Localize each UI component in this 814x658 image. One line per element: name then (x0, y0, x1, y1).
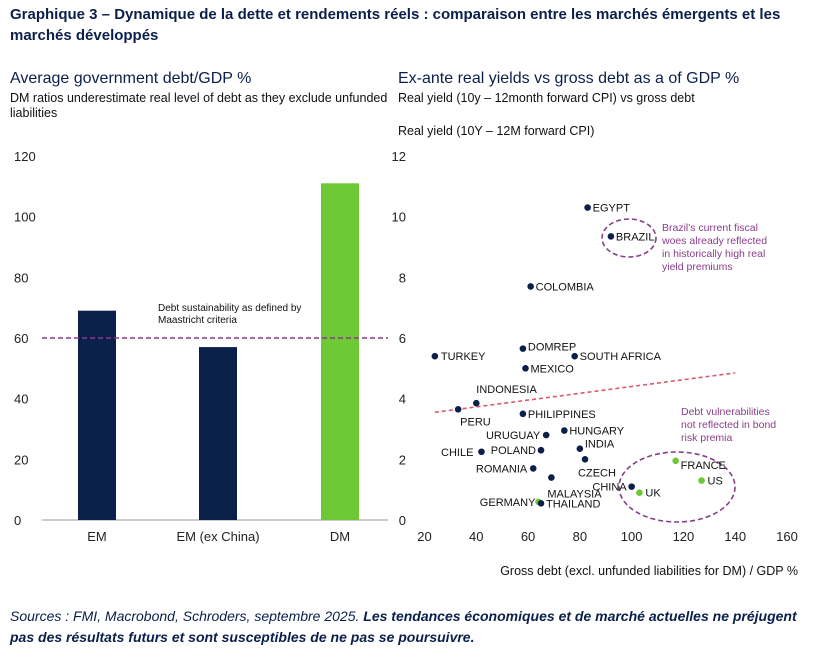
point-label-france: FRANCE (681, 460, 726, 472)
brazil-annotation-line: in historically high real (662, 248, 765, 260)
point-turkey (431, 352, 439, 360)
dm-annotation-line: not reflected in bond (681, 419, 776, 431)
point-chile (478, 448, 485, 456)
scatter-y-tick-label: 12 (392, 149, 406, 164)
point-label-czech: CZECH (578, 467, 616, 479)
point-south-africa (571, 352, 578, 360)
point-label-china: CHINA (592, 482, 627, 494)
scatter-x-tick-label: 100 (621, 529, 643, 544)
bar-em-ex-china- (199, 347, 237, 520)
point-hungary (561, 427, 568, 434)
threshold-label-line-1: Debt sustainability as defined by (158, 303, 301, 314)
point-label-hungary: HUNGARY (569, 426, 624, 438)
scatter-y-tick-label: 0 (399, 513, 406, 528)
point-uk (636, 489, 643, 497)
dm-highlight-ellipse (618, 451, 736, 523)
point-label-uruguay: URUGUAY (486, 430, 541, 442)
point-poland (537, 446, 545, 454)
point-label-peru: PERU (460, 416, 491, 428)
scatter-y-tick-label: 8 (399, 270, 406, 285)
bar-y-tick-label: 0 (14, 513, 21, 528)
point-thailand (537, 500, 545, 507)
bar-y-tick-label: 120 (14, 149, 36, 164)
point-label-us: US (708, 476, 723, 488)
source-text: Sources : FMI, Macrobond, Schroders, sep… (10, 608, 360, 624)
point-label-uk: UK (645, 488, 661, 500)
bar-em (78, 310, 116, 520)
bar-y-tick-label: 100 (14, 210, 36, 225)
point-czech (581, 456, 589, 463)
left-panel-title: Average government debt/GDP % (10, 70, 252, 87)
point-label-egypt: EGYPT (593, 203, 631, 215)
brazil-annotation-line: woes already reflected (661, 235, 767, 247)
point-france (672, 457, 679, 465)
right-panel-title: Ex-ante real yields vs gross debt as a o… (398, 70, 740, 87)
point-us (698, 477, 705, 484)
point-egypt (584, 204, 591, 211)
left-panel-subtitle: DM ratios underestimate real level of de… (10, 91, 388, 120)
point-label-indonesia: INDONESIA (476, 384, 537, 396)
point-peru (454, 405, 462, 413)
brazil-annotation-line: Brazil's current fiscal (662, 222, 758, 234)
point-label-malaysia: MALAYSIA (547, 489, 602, 501)
scatter-y-axis-label: Real yield (10Y – 12M forward CPI) (398, 124, 595, 138)
scatter-y-tick-label: 10 (392, 210, 406, 225)
bar-category-label: DM (330, 529, 350, 544)
point-label-south-africa: SOUTH AFRICA (580, 351, 662, 363)
scatter-y-tick-label: 2 (399, 452, 406, 467)
bar-y-tick-label: 20 (14, 452, 28, 467)
scatter-x-tick-label: 140 (724, 529, 746, 544)
point-mexico (522, 365, 529, 372)
point-label-turkey: TURKEY (441, 351, 486, 363)
threshold-label-line-2: Maastricht criteria (158, 315, 237, 326)
scatter-x-tick-label: 160 (776, 529, 798, 544)
point-label-mexico: MEXICO (530, 363, 574, 375)
scatter-y-tick-label: 6 (399, 331, 406, 346)
point-label-philippines: PHILIPPINES (528, 409, 596, 421)
point-label-thailand: THAILAND (546, 498, 600, 510)
disclaimer-text: Les tendances économiques et de marché a… (10, 608, 797, 645)
scatter-chart: 0 2 4 6 8 10 12 20 40 60 80 100 120 140 160 Gross debt … (392, 149, 798, 578)
scatter-x-axis-label: Gross debt (excl. unfunded liabilities f… (500, 564, 798, 578)
point-philippines (519, 410, 527, 418)
point-label-india: INDIA (585, 439, 615, 451)
dm-annotation-line: risk premia (681, 432, 733, 444)
point-label-chile: CHILE (441, 447, 473, 459)
bar-y-tick-label: 60 (14, 331, 28, 346)
bar-category-label: EM (87, 529, 107, 544)
point-india (576, 445, 584, 453)
point-label-romania: ROMANIA (476, 463, 528, 475)
point-colombia (527, 283, 534, 290)
brazil-annotation-line: yield premiums (662, 261, 733, 273)
scatter-x-tick-label: 120 (673, 529, 695, 544)
bar-dm (321, 183, 359, 521)
point-domrep (519, 345, 527, 352)
scatter-x-tick-label: 40 (469, 529, 483, 544)
point-label-colombia: COLOMBIA (536, 281, 595, 293)
point-indonesia (472, 399, 480, 407)
dm-annotation-line: Debt vulnerabilities (681, 406, 770, 418)
point-china (628, 483, 635, 490)
chart-main-title: Graphique 3 – Dynamique de la dette et r… (10, 6, 781, 44)
point-romania (529, 465, 537, 472)
point-label-poland: POLAND (491, 445, 536, 457)
point-brazil (607, 233, 615, 240)
point-label-germany: GERMANY (480, 497, 536, 509)
scatter-y-tick-label: 4 (399, 392, 406, 407)
point-malaysia (548, 474, 555, 481)
point-label-brazil: BRAZIL (616, 231, 655, 243)
right-panel-subtitle: Real yield (10y – 12month forward CPI) v… (398, 91, 695, 105)
scatter-x-tick-label: 20 (417, 529, 431, 544)
bar-y-tick-label: 80 (14, 270, 28, 285)
scatter-x-tick-label: 60 (521, 529, 535, 544)
bar-category-label: EM (ex China) (176, 529, 259, 544)
trend-line (434, 372, 736, 414)
bar-y-tick-label: 40 (14, 392, 28, 407)
point-label-domrep: DOMREP (528, 342, 576, 354)
brazil-highlight-ellipse (601, 218, 657, 258)
scatter-x-tick-label: 80 (573, 529, 587, 544)
bar-chart: 0 20 40 60 80 100 120 EM EM (ex China) DM Debt sus… (14, 149, 388, 544)
footer-sources: Sources : FMI, Macrobond, Schroders, sep… (10, 606, 810, 648)
point-uruguay (542, 431, 550, 439)
